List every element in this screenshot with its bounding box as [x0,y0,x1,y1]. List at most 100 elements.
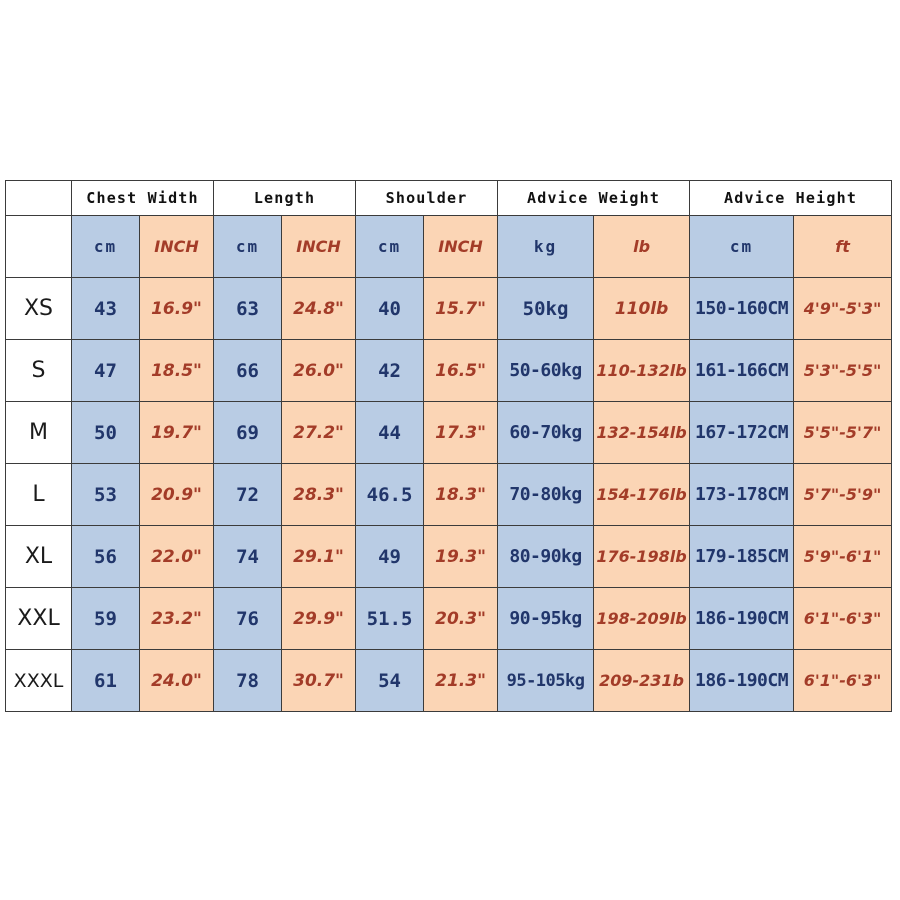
unit-height-cm: cm [689,215,795,278]
cell-chest-inch: 23.2" [138,587,215,650]
cell-length-inch: 24.8" [281,277,357,340]
cell-shoulder-inch: 20.3" [423,587,499,650]
cell-chest-inch: 18.5" [138,339,215,402]
group-header-shoulder: Shoulder [355,180,499,216]
cell-height-cm: 179-185CM [689,525,795,588]
table-row: XXL 59 23.2" 76 29.9" 51.5 20.3" 90-95kg… [5,587,893,650]
cell-chest-inch: 22.0" [138,525,215,588]
group-header-chest-width: Chest Width [70,180,215,216]
cell-chest-cm: 50 [71,401,140,464]
cell-weight-lb: 154-176lb [593,463,691,526]
unit-header-row: cm INCH cm INCH cm INCH kg lb cm ft [5,215,893,278]
cell-length-inch: 30.7" [281,649,357,712]
cell-shoulder-inch: 17.3" [423,401,499,464]
cell-height-cm: 167-172CM [689,401,795,464]
cell-weight-lb: 132-154lb [593,401,691,464]
unit-length-inch: INCH [281,215,357,278]
cell-weight-kg: 95-105kg [497,649,595,712]
row-size-label: XXL [5,587,72,650]
cell-chest-cm: 47 [71,339,140,402]
table-row: XS 43 16.9" 63 24.8" 40 15.7" 50kg 110lb… [5,277,893,340]
cell-height-cm: 161-166CM [689,339,795,402]
cell-weight-kg: 50-60kg [497,339,595,402]
group-header-advice-weight: Advice Weight [497,180,691,216]
table-row: XXXL 61 24.0" 78 30.7" 54 21.3" 95-105kg… [5,649,893,712]
cell-height-ft: 5'3"-5'5" [793,339,893,402]
group-header-blank [5,180,72,216]
row-size-label: M [5,401,72,464]
table-row: XL 56 22.0" 74 29.1" 49 19.3" 80-90kg 17… [5,525,893,588]
cell-chest-cm: 59 [71,587,140,650]
row-size-label: S [5,339,72,402]
cell-weight-lb: 209-231b [593,649,691,712]
cell-length-cm: 66 [213,339,283,402]
cell-shoulder-inch: 19.3" [423,525,499,588]
cell-weight-kg: 60-70kg [497,401,595,464]
cell-height-cm: 173-178CM [689,463,795,526]
cell-length-cm: 72 [213,463,283,526]
cell-length-cm: 63 [213,277,283,340]
cell-shoulder-cm: 42 [355,339,425,402]
cell-height-ft: 4'9"-5'3" [793,277,893,340]
cell-weight-lb: 176-198lb [593,525,691,588]
cell-shoulder-cm: 54 [355,649,425,712]
unit-length-cm: cm [213,215,283,278]
cell-length-inch: 26.0" [281,339,357,402]
cell-height-cm: 186-190CM [689,587,795,650]
cell-shoulder-inch: 21.3" [423,649,499,712]
cell-length-inch: 29.1" [281,525,357,588]
unit-shoulder-inch: INCH [423,215,499,278]
cell-shoulder-cm: 51.5 [355,587,425,650]
table-row: S 47 18.5" 66 26.0" 42 16.5" 50-60kg 110… [5,339,893,402]
cell-height-ft: 5'9"-6'1" [793,525,893,588]
cell-chest-inch: 24.0" [138,649,215,712]
unit-chest-inch: INCH [138,215,215,278]
table-row: M 50 19.7" 69 27.2" 44 17.3" 60-70kg 132… [5,401,893,464]
group-header-length: Length [213,180,357,216]
cell-shoulder-inch: 16.5" [423,339,499,402]
cell-weight-kg: 90-95kg [497,587,595,650]
cell-chest-inch: 20.9" [138,463,215,526]
cell-shoulder-cm: 46.5 [355,463,425,526]
size-chart-container: Chest Width Length Shoulder Advice Weigh… [5,180,893,712]
cell-height-ft: 6'1"-6'3" [793,587,893,650]
unit-weight-kg: kg [497,215,595,278]
cell-height-ft: 5'7"-5'9" [793,463,893,526]
unit-shoulder-cm: cm [355,215,425,278]
cell-height-ft: 6'1"-6'3" [793,649,893,712]
group-header-row: Chest Width Length Shoulder Advice Weigh… [5,180,893,216]
group-header-advice-height: Advice Height [689,180,893,216]
unit-height-ft: ft [793,215,893,278]
row-size-label: XL [5,525,72,588]
cell-weight-lb: 110lb [593,277,691,340]
cell-shoulder-inch: 18.3" [423,463,499,526]
row-size-label: L [5,463,72,526]
cell-chest-cm: 56 [71,525,140,588]
row-size-label: XS [5,277,72,340]
cell-shoulder-cm: 49 [355,525,425,588]
cell-weight-kg: 80-90kg [497,525,595,588]
cell-shoulder-inch: 15.7" [423,277,499,340]
cell-chest-inch: 16.9" [138,277,215,340]
cell-length-inch: 28.3" [281,463,357,526]
row-size-label: XXXL [5,649,72,712]
cell-length-cm: 74 [213,525,283,588]
cell-weight-lb: 198-209lb [593,587,691,650]
cell-length-inch: 27.2" [281,401,357,464]
cell-weight-lb: 110-132lb [593,339,691,402]
cell-chest-cm: 61 [71,649,140,712]
cell-chest-inch: 19.7" [138,401,215,464]
unit-weight-lb: lb [593,215,691,278]
cell-weight-kg: 70-80kg [497,463,595,526]
cell-length-inch: 29.9" [281,587,357,650]
cell-chest-cm: 53 [71,463,140,526]
cell-length-cm: 78 [213,649,283,712]
cell-shoulder-cm: 40 [355,277,425,340]
unit-chest-cm: cm [71,215,140,278]
cell-height-ft: 5'5"-5'7" [793,401,893,464]
cell-length-cm: 76 [213,587,283,650]
cell-height-cm: 150-160CM [689,277,795,340]
unit-header-size [5,215,72,278]
cell-length-cm: 69 [213,401,283,464]
cell-shoulder-cm: 44 [355,401,425,464]
